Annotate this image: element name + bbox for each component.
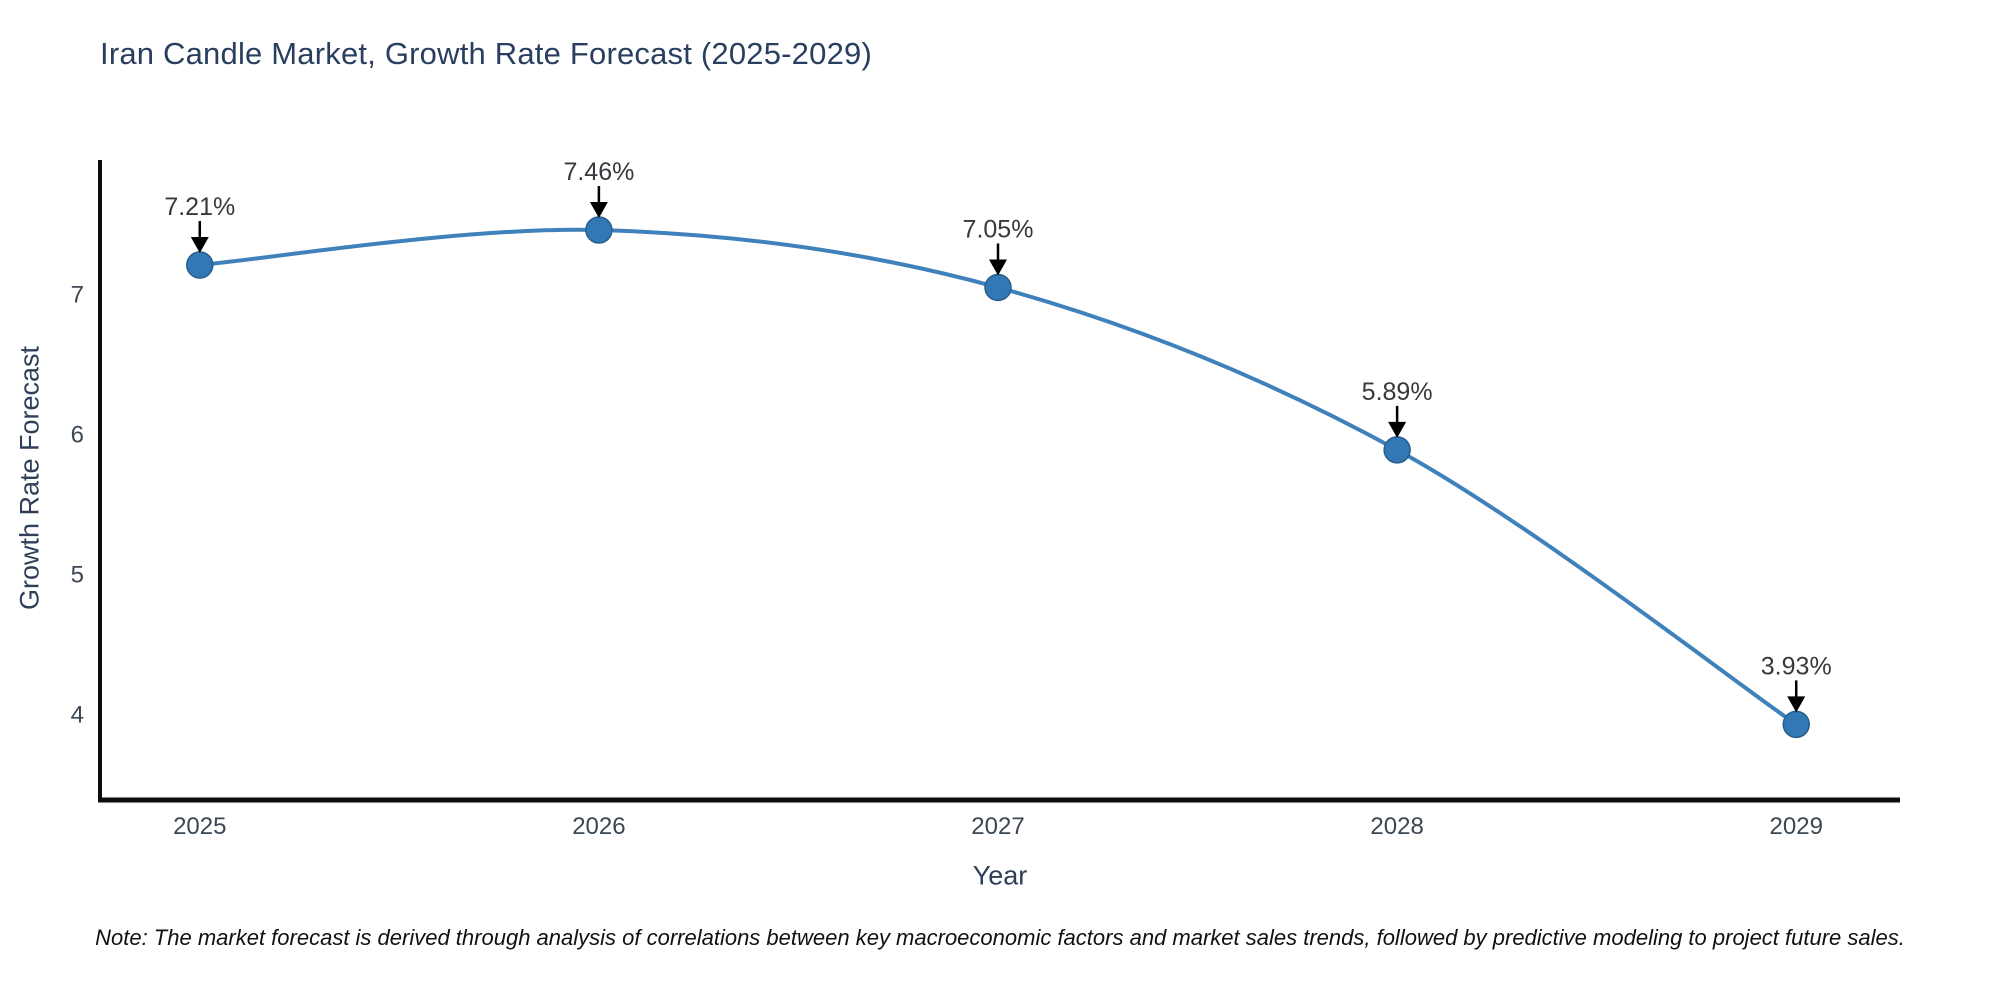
forecast-line — [197, 227, 1799, 727]
y-tick-label-5: 5 — [71, 562, 84, 589]
annotation-arrowhead-2028 — [1388, 421, 1407, 438]
annotation-label-2028: 5.89% — [1362, 378, 1433, 406]
data-point-2029[interactable] — [1782, 710, 1810, 739]
x-tick-label-2025: 2025 — [173, 813, 226, 840]
x-tick-label-2029: 2029 — [1770, 813, 1823, 840]
x-tick-label-2028: 2028 — [1370, 813, 1423, 840]
annotation-arrowhead-2029 — [1787, 696, 1806, 713]
data-point-2026[interactable] — [585, 216, 613, 244]
x-axis-title: Year — [972, 860, 1028, 891]
x-tick-label-2027: 2027 — [971, 813, 1024, 840]
annotation-label-2026: 7.46% — [563, 158, 634, 186]
footnote: Note: The market forecast is derived thr… — [95, 925, 1905, 950]
y-tick-label-4: 4 — [71, 702, 84, 729]
annotation-arrowhead-2025 — [190, 237, 209, 254]
chart-title: Iran Candle Market, Growth Rate Forecast… — [100, 36, 872, 71]
y-tick-label-6: 6 — [71, 421, 84, 448]
data-point-2027[interactable] — [984, 273, 1012, 302]
data-point-2025[interactable] — [186, 251, 214, 279]
x-tick-label-2026: 2026 — [572, 813, 625, 840]
annotation-arrowhead-2026 — [589, 202, 608, 219]
annotation-label-2027: 7.05% — [963, 215, 1034, 243]
annotation-label-2029: 3.93% — [1761, 652, 1832, 680]
annotation-label-2025: 7.21% — [164, 193, 235, 221]
annotation-arrowhead-2027 — [989, 259, 1008, 276]
data-point-2028[interactable] — [1383, 436, 1411, 464]
y-axis-title: Growth Rate Forecast — [14, 345, 45, 611]
y-tick-label-7: 7 — [71, 281, 84, 308]
